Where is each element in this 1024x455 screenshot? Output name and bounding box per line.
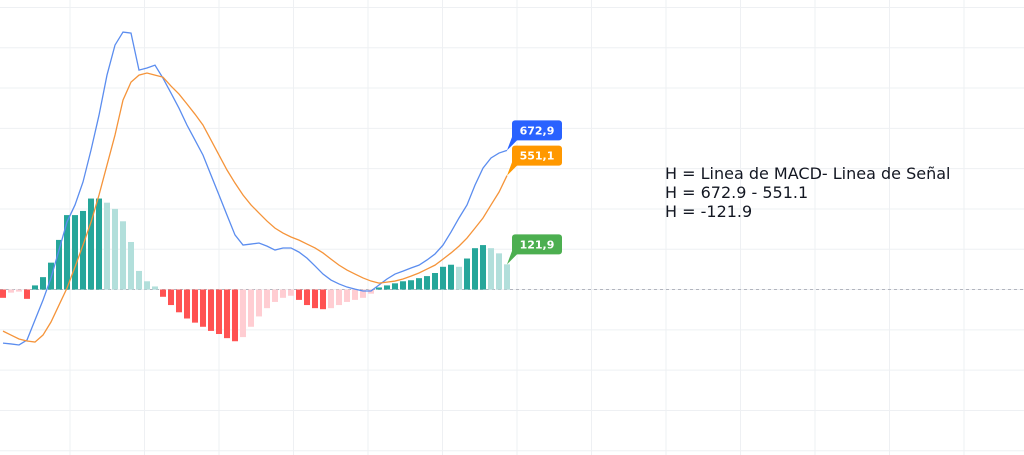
annotation: H = -121.9 bbox=[665, 202, 752, 221]
histogram-bar bbox=[24, 289, 30, 299]
histogram-bar bbox=[56, 239, 62, 290]
histogram-bar bbox=[232, 289, 238, 342]
histogram-bar bbox=[184, 289, 190, 319]
histogram-bar bbox=[472, 248, 478, 290]
histogram-bar bbox=[464, 258, 470, 290]
histogram-bar bbox=[408, 280, 414, 290]
histogram-bar bbox=[40, 277, 46, 290]
value-label: 121,9 bbox=[507, 234, 562, 265]
histogram-bar bbox=[320, 289, 326, 310]
histogram-bar bbox=[8, 289, 14, 293]
histogram-bar bbox=[64, 215, 70, 290]
histogram-bar bbox=[280, 289, 286, 298]
annotation: H = 672.9 - 551.1 bbox=[665, 183, 808, 202]
histogram-bar bbox=[88, 198, 94, 290]
histogram-bar bbox=[328, 289, 334, 309]
histogram-bar bbox=[96, 198, 102, 290]
histogram-bar bbox=[144, 281, 150, 290]
histogram-bar bbox=[0, 289, 6, 298]
histogram-bar bbox=[264, 289, 270, 309]
histogram-bar bbox=[176, 289, 182, 313]
plot: 672,9 551,1 121,9 bbox=[0, 31, 562, 346]
histogram-bar bbox=[384, 285, 390, 290]
histogram-bar bbox=[136, 270, 142, 290]
label-text: 551,1 bbox=[520, 150, 555, 163]
histogram-bar bbox=[104, 202, 110, 290]
histogram-bar bbox=[496, 253, 502, 290]
histogram-bar bbox=[192, 289, 198, 323]
value-label: 672,9 bbox=[507, 120, 562, 151]
histogram-bar bbox=[272, 289, 278, 302]
histogram-bar bbox=[296, 289, 302, 300]
line bbox=[2, 72, 508, 343]
histogram-bar bbox=[376, 287, 382, 290]
annotation: H = Linea de MACD- Linea de Señal bbox=[665, 164, 950, 183]
histogram-bar bbox=[128, 241, 134, 290]
histogram-bar bbox=[72, 215, 78, 290]
histogram-bar bbox=[224, 289, 230, 339]
histogram-bar bbox=[208, 289, 214, 331]
histogram-bar bbox=[432, 273, 438, 290]
histogram-bar bbox=[504, 264, 510, 290]
histogram-bar bbox=[256, 289, 262, 317]
histogram-bar bbox=[112, 208, 118, 290]
histogram-bar bbox=[240, 289, 246, 338]
histogram-bar bbox=[152, 286, 158, 290]
histogram-bar bbox=[216, 289, 222, 335]
histogram-bar bbox=[80, 210, 86, 290]
histogram-bar bbox=[160, 289, 166, 297]
histogram-bar bbox=[416, 278, 422, 290]
histogram-bar bbox=[344, 289, 350, 302]
histogram-bar bbox=[288, 289, 294, 296]
histogram-bar bbox=[352, 289, 358, 300]
histogram-bar bbox=[16, 289, 22, 292]
histogram-bar bbox=[448, 264, 454, 290]
histogram-bar bbox=[168, 289, 174, 306]
histogram-bar bbox=[400, 281, 406, 290]
histogram-bar bbox=[304, 289, 310, 306]
histogram-bar bbox=[440, 266, 446, 290]
label-box bbox=[512, 120, 562, 141]
line bbox=[2, 31, 508, 346]
histogram-bar bbox=[488, 248, 494, 290]
histogram-bar bbox=[456, 266, 462, 290]
histogram-bar bbox=[248, 289, 254, 327]
value-label: 551,1 bbox=[507, 145, 562, 176]
histogram-bar bbox=[360, 289, 366, 298]
histogram-bar bbox=[200, 289, 206, 327]
histogram-bar bbox=[392, 283, 398, 290]
label-text: 121,9 bbox=[520, 238, 555, 251]
label-box bbox=[512, 145, 562, 166]
histogram-bar bbox=[312, 289, 318, 309]
histogram-bar bbox=[32, 285, 38, 290]
histogram-bar bbox=[120, 221, 126, 290]
label-text: 672,9 bbox=[520, 124, 555, 137]
histogram-bar bbox=[480, 245, 486, 290]
histogram-bar bbox=[336, 289, 342, 306]
histogram-bar bbox=[424, 276, 430, 290]
label-box bbox=[512, 234, 562, 255]
